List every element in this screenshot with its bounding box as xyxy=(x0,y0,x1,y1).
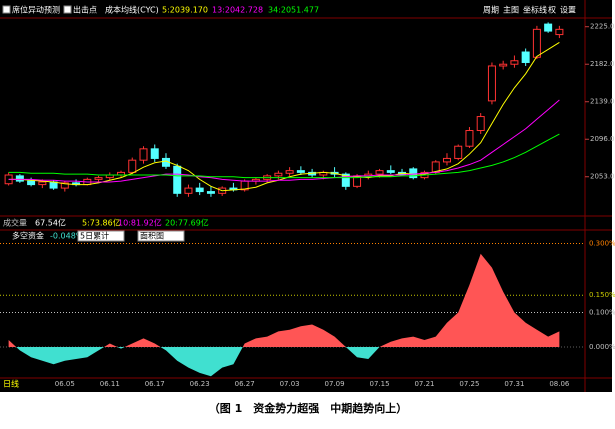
y-tick-label: 2096.0 xyxy=(590,135,615,143)
candle-body xyxy=(150,148,159,159)
dropdown[interactable] xyxy=(137,230,185,242)
candle-body xyxy=(544,23,553,32)
candle-body xyxy=(555,28,564,36)
toolbar-button[interactable]: 设置 xyxy=(560,5,576,15)
candle-body xyxy=(341,173,350,187)
candle-body xyxy=(296,170,305,173)
candle-body xyxy=(49,181,58,189)
volume-info: 5:73.86亿 xyxy=(82,218,121,228)
legend-entry: 5:2039.170 xyxy=(162,6,208,15)
candle-body xyxy=(510,60,519,65)
candle-body xyxy=(499,63,508,67)
candle-body xyxy=(184,187,193,194)
caption: （图 1 资金势力超强 中期趋势向上） xyxy=(209,401,407,415)
candle-body xyxy=(409,168,418,179)
candle-body xyxy=(532,28,541,58)
candle-body xyxy=(442,157,451,163)
x-tick-label: 06.27 xyxy=(235,380,255,388)
y-tick-label: 2139.0 xyxy=(590,98,615,106)
candle-body xyxy=(465,130,474,147)
toolbar-label[interactable]: 席位异动预测 xyxy=(12,5,60,15)
x-tick-label: 07.03 xyxy=(280,380,300,388)
x-tick-label: 06.05 xyxy=(55,380,75,388)
toolbar-button[interactable]: 周期 xyxy=(483,6,499,15)
ma-line xyxy=(8,133,560,179)
candle-body xyxy=(454,145,463,159)
toolbar-button[interactable]: 权 xyxy=(548,5,556,15)
candle-body xyxy=(521,51,530,63)
candle-body xyxy=(173,165,182,194)
candle-body xyxy=(27,180,36,186)
candle-body xyxy=(128,159,137,173)
candle-body xyxy=(285,170,294,174)
toolbar-label[interactable]: 出击点 xyxy=(73,5,97,15)
y-tick-label: 2182.0 xyxy=(590,60,615,68)
candle-body xyxy=(487,65,496,102)
x-tick-label: 06.11 xyxy=(100,380,120,388)
x-tick-label: 07.15 xyxy=(370,380,390,388)
candle-body xyxy=(38,181,47,186)
candle-body xyxy=(386,170,395,173)
area-positive xyxy=(8,253,560,347)
tab[interactable]: 日线 xyxy=(3,379,19,389)
panel-value: -0.048% xyxy=(50,232,84,241)
candle-body xyxy=(274,172,283,177)
dropdown-label[interactable]: 面积图 xyxy=(140,231,164,241)
x-tick-label: 07.31 xyxy=(504,380,524,388)
candle-body xyxy=(60,182,69,189)
x-tick-label: 08.06 xyxy=(549,380,570,388)
x-tick-label: 06.17 xyxy=(145,380,165,388)
volume-info: 成交量 xyxy=(3,218,27,228)
candle-body xyxy=(476,116,485,132)
y-tick-label: 0.000% xyxy=(589,343,615,351)
volume-info: 10:81.92亿 xyxy=(118,218,162,228)
ma-line xyxy=(8,99,560,183)
y-tick-label: 0.300% xyxy=(589,239,615,247)
x-tick-label: 07.09 xyxy=(325,380,345,388)
candle-body xyxy=(195,187,204,193)
x-tick-label: 07.25 xyxy=(459,380,479,388)
toolbar-button[interactable]: 主图 xyxy=(503,5,519,15)
toolbar-label[interactable]: 成本均线(CYC) xyxy=(105,5,159,15)
legend-entry: 34:2051.477 xyxy=(268,6,319,15)
candle-body xyxy=(206,191,215,194)
y-tick-label: 0.150% xyxy=(589,291,615,299)
y-tick-label: 0.100% xyxy=(589,308,615,316)
area-negative xyxy=(16,346,380,377)
checkbox[interactable] xyxy=(63,5,72,14)
y-tick-label: 2225.0 xyxy=(590,23,615,31)
toolbar-button[interactable]: 坐标线 xyxy=(523,5,547,15)
candle-body xyxy=(375,170,384,175)
candle-body xyxy=(15,175,24,182)
volume-info: 67.54亿 xyxy=(35,218,66,228)
y-tick-label: 2053.0 xyxy=(590,173,615,181)
dropdown-label[interactable]: 5日累计 xyxy=(80,231,109,241)
candle-body xyxy=(94,177,103,180)
x-tick-label: 06.23 xyxy=(190,380,210,388)
candle-body xyxy=(139,148,148,161)
legend-entry: 13:2042.728 xyxy=(212,6,263,15)
panel-title: 多空资金 xyxy=(12,231,44,241)
checkbox[interactable] xyxy=(2,5,11,14)
dropdown[interactable] xyxy=(77,230,125,242)
volume-info: 20:77.69亿 xyxy=(165,218,209,228)
x-tick-label: 07.21 xyxy=(414,380,434,388)
